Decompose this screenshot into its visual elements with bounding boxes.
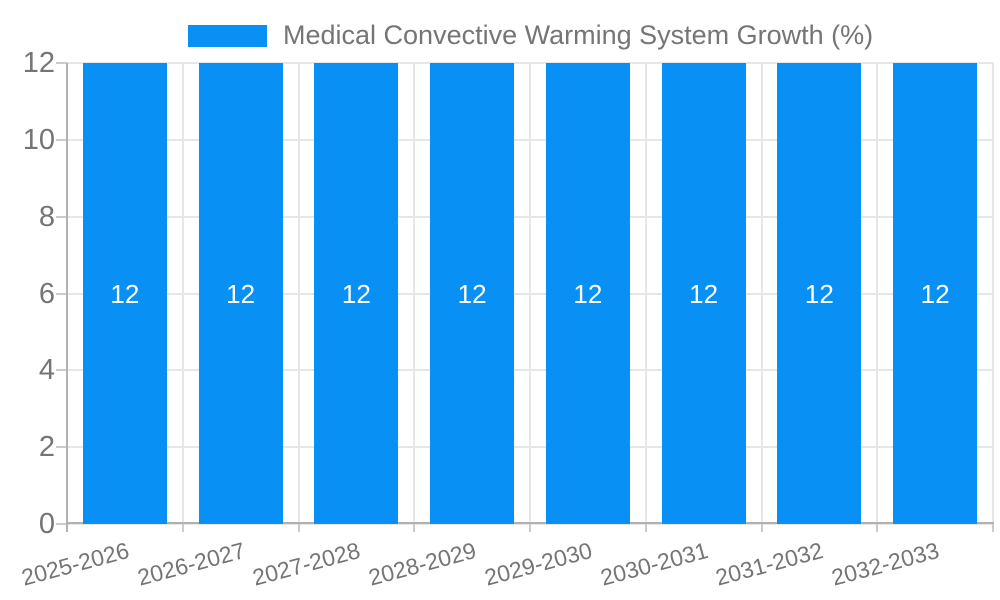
y-axis-tick [56,62,67,64]
y-axis-line [66,63,68,532]
bar[interactable] [777,63,862,524]
bar-value-label: 12 [457,278,487,309]
y-axis-tick [56,138,67,141]
legend: Medical Convective Warming System Growth… [188,20,873,51]
x-axis-tick [413,524,416,532]
bar-value-label: 12 [920,278,950,309]
legend-swatch-icon [188,24,267,47]
x-axis-tick [644,524,647,532]
bar-value-label: 12 [804,278,834,309]
x-axis-line [66,522,994,524]
x-axis-tick [529,524,531,532]
gridline-v [181,63,184,524]
gridline-v [992,63,994,524]
bar[interactable] [893,63,978,524]
legend-label: Medical Convective Warming System Growth… [283,20,874,50]
bar-value-label: 12 [689,278,719,309]
gridline-v [529,63,531,524]
y-axis-label: 10 [22,123,55,156]
y-axis-tick [56,446,67,449]
y-axis-label: 0 [38,508,55,540]
bar[interactable] [198,63,283,524]
gridline-v [297,63,300,524]
bar[interactable] [430,63,515,524]
y-axis-label: 4 [38,354,55,387]
x-axis-tick [760,524,763,532]
bar-value-label: 12 [341,278,371,309]
y-axis-tick [56,369,67,372]
y-axis-label: 8 [38,200,55,233]
x-axis-label: 2027-2028 [250,537,364,591]
bar[interactable] [661,63,746,524]
y-axis-label: 12 [22,47,55,79]
x-axis-label: 2025-2026 [18,537,132,591]
y-axis-tick [56,523,67,525]
gridline-v [644,63,647,524]
gridline-v [876,63,879,524]
bar-value-label: 12 [110,278,140,309]
x-axis-label: 2030-2031 [597,537,711,591]
bar[interactable] [314,63,399,524]
bar-value-label: 12 [573,278,603,309]
bar[interactable] [545,63,630,524]
x-axis-label: 2032-2033 [828,537,942,591]
x-axis-tick [181,524,184,532]
x-axis-label: 2026-2027 [134,537,248,591]
bar[interactable] [82,63,167,524]
y-axis-tick [56,292,67,295]
gridline-v [413,63,416,524]
y-axis-label: 2 [38,431,55,464]
x-axis-tick [992,524,994,532]
x-axis-tick [876,524,879,532]
x-axis-label: 2028-2029 [365,537,479,591]
y-axis-tick [56,215,67,218]
x-axis-label: 2029-2030 [481,537,595,591]
gridline-v [760,63,763,524]
bar-value-label: 12 [226,278,256,309]
x-axis-tick [297,524,300,532]
x-axis-label: 2031-2032 [713,537,827,591]
y-axis-label: 6 [38,277,55,310]
